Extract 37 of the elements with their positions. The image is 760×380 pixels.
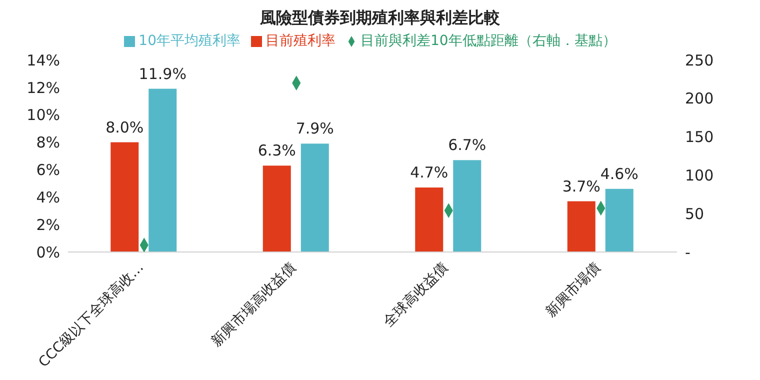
y-tick-label: 14%	[26, 51, 60, 70]
y2-tick-label: 50	[685, 204, 704, 223]
legend-label: 目前與利差10年低點距離（右軸．基點）	[360, 33, 616, 49]
y-tick-label: 8%	[36, 134, 60, 152]
data-label: 8.0%	[106, 118, 144, 136]
bar	[453, 160, 482, 252]
y2-tick-label: 250	[685, 51, 714, 70]
y2-tick-label: 150	[685, 128, 714, 146]
y-tick-label: 2%	[36, 216, 60, 234]
data-label: 6.7%	[448, 136, 486, 154]
data-label: 4.7%	[410, 164, 448, 182]
bar	[415, 188, 444, 252]
data-label: 3.7%	[562, 177, 600, 196]
data-label: 4.6%	[600, 164, 638, 183]
legend-label: 10年平均殖利率	[138, 33, 240, 49]
bar	[567, 201, 596, 252]
x-tick-label: 新興市場債	[542, 260, 604, 320]
y-tick-label: 0%	[36, 243, 60, 262]
bar	[300, 144, 329, 252]
y-tick-label: 10%	[26, 106, 60, 124]
x-tick-label: 新興市場高收益債	[208, 260, 300, 350]
x-tick-label: 全球高收益債	[380, 260, 452, 330]
y2-tick-label: -	[685, 243, 690, 262]
y2-tick-label: 200	[685, 90, 714, 108]
data-label: 11.9%	[138, 64, 186, 83]
y-tick-label: 12%	[26, 78, 60, 97]
y2-tick-label: 100	[685, 166, 714, 185]
legend-label: 目前殖利率	[266, 33, 336, 49]
data-label: 7.9%	[296, 120, 334, 138]
chart-title: 風險型債券到期殖利率與利差比較	[259, 8, 501, 29]
bar	[605, 188, 634, 252]
data-label: 6.3%	[258, 142, 296, 160]
y-tick-label: 4%	[36, 188, 60, 206]
bar	[148, 88, 177, 252]
bar	[110, 142, 139, 252]
bar	[262, 166, 291, 252]
y-tick-label: 6%	[36, 161, 60, 180]
